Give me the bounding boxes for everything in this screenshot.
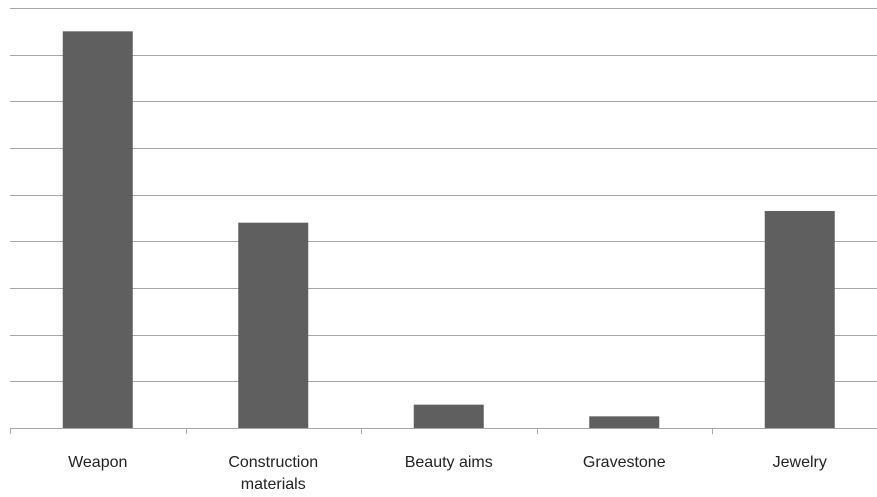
x-tick-label: Construction materials <box>228 454 319 493</box>
bar <box>589 416 660 428</box>
x-tick-label: Weapon <box>68 454 128 471</box>
bar <box>238 222 309 428</box>
x-tick-label: Gravestone <box>582 454 666 471</box>
x-tick-label: Jewelry <box>772 454 827 471</box>
bar <box>764 211 835 428</box>
x-tick-label: Beauty aims <box>404 454 493 471</box>
bar <box>413 404 484 428</box>
bar <box>62 31 133 428</box>
